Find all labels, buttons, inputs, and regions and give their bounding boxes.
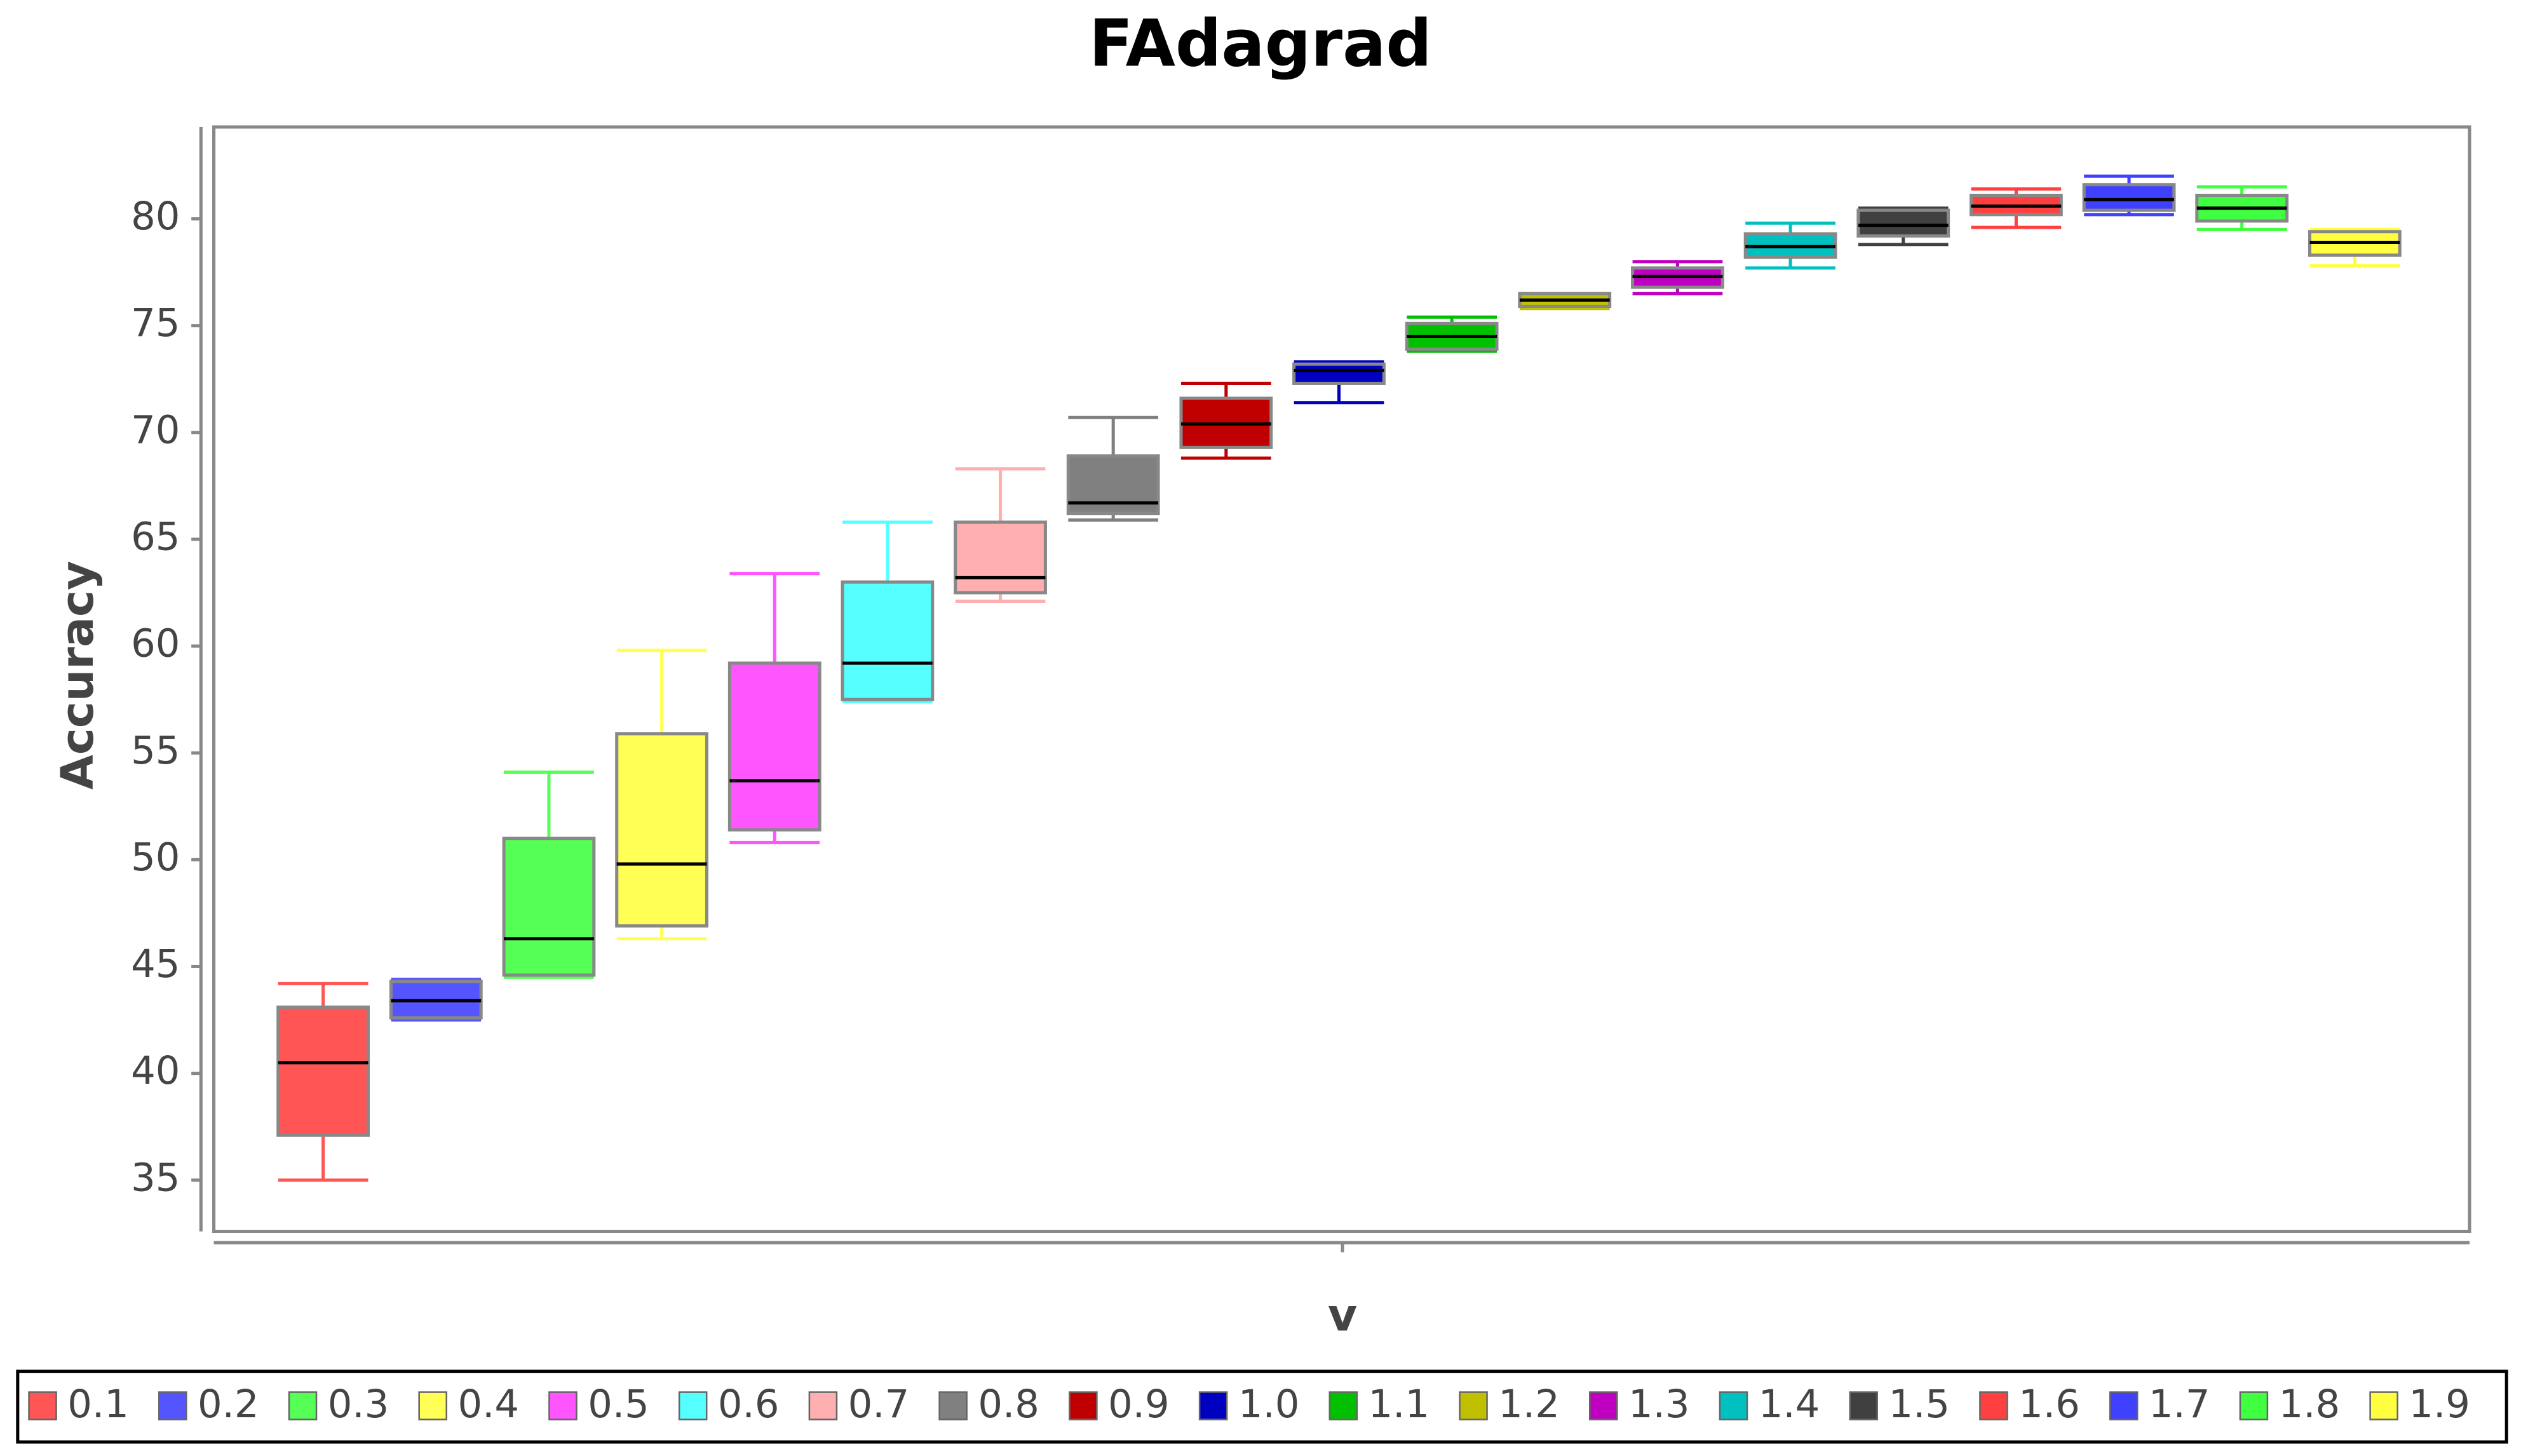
legend-label: 0.3 [328, 1382, 389, 1427]
legend-label: 1.5 [1888, 1382, 1950, 1427]
y-tick-label: 65 [131, 515, 180, 560]
legend-label: 1.7 [2149, 1382, 2210, 1427]
legend-swatch [548, 1391, 578, 1420]
y-tick-label: 45 [131, 942, 180, 987]
legend-swatch [1328, 1391, 1358, 1420]
legend-swatch [2239, 1391, 2269, 1420]
legend-label: 1.0 [1238, 1382, 1300, 1427]
box [841, 580, 935, 701]
y-axis-label: Accuracy [51, 561, 104, 790]
box [727, 661, 821, 832]
y-tick-label: 60 [131, 622, 180, 666]
legend-label: 1.4 [1759, 1382, 1820, 1427]
legend-swatch [1979, 1391, 2008, 1420]
legend-label: 0.6 [718, 1382, 780, 1427]
legend-swatch [2369, 1391, 2398, 1420]
legend-swatch [938, 1391, 968, 1420]
legend-label: 1.6 [2018, 1382, 2080, 1427]
box [276, 1005, 370, 1137]
box [502, 837, 596, 977]
legend-label: 1.2 [1498, 1382, 1560, 1427]
x-axis-label: v [1328, 1289, 1357, 1342]
legend-swatch [1459, 1391, 1488, 1420]
legend-swatch [808, 1391, 838, 1420]
box [615, 732, 708, 928]
legend-label: 0.5 [588, 1382, 649, 1427]
legend-label: 1.8 [2279, 1382, 2341, 1427]
legend-swatch [1069, 1391, 1098, 1420]
y-tick-label: 40 [131, 1049, 180, 1093]
y-tick-label: 55 [131, 729, 180, 773]
legend-swatch [1198, 1391, 1228, 1420]
legend-swatch [1719, 1391, 1748, 1420]
y-tick-label: 75 [131, 301, 180, 346]
legend-label: 0.4 [457, 1382, 519, 1427]
y-tick-label: 70 [131, 408, 180, 452]
legend-swatch [28, 1391, 57, 1420]
legend-swatch [418, 1391, 448, 1420]
legend-swatch [1849, 1391, 1879, 1420]
legend-swatch [678, 1391, 708, 1420]
legend-swatch [2109, 1391, 2139, 1420]
legend-label: 0.7 [848, 1382, 910, 1427]
legend-swatch [158, 1391, 187, 1420]
box [1066, 454, 1160, 516]
box [2082, 183, 2176, 212]
y-tick-label: 35 [131, 1156, 180, 1200]
legend-swatch [288, 1391, 318, 1420]
box [1856, 208, 1950, 238]
legend-label: 0.9 [1108, 1382, 1170, 1427]
chart-title: FAdagrad [1089, 6, 1432, 81]
plot-area [212, 125, 2471, 1233]
legend-label: 1.3 [1628, 1382, 1690, 1427]
box [1292, 362, 1386, 385]
legend-label: 1.1 [1369, 1382, 1430, 1427]
legend-swatch [1589, 1391, 1618, 1420]
y-tick-label: 50 [131, 835, 180, 880]
legend-label: 0.2 [198, 1382, 259, 1427]
y-tick-label: 80 [131, 194, 180, 239]
legend-label: 0.1 [67, 1382, 129, 1427]
box [954, 520, 1047, 595]
legend-label: 1.9 [2409, 1382, 2470, 1427]
legend-label: 0.8 [978, 1382, 1039, 1427]
